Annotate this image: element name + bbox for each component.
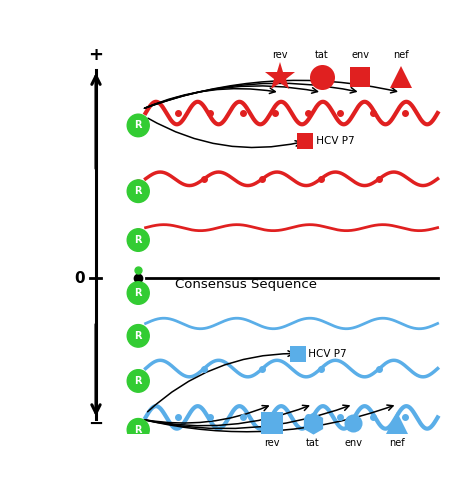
Text: rev: rev — [272, 50, 287, 61]
Text: R: R — [135, 425, 142, 435]
Text: 0: 0 — [74, 271, 85, 286]
Text: tat: tat — [315, 50, 329, 61]
Text: R: R — [135, 331, 142, 341]
Circle shape — [127, 180, 149, 203]
Circle shape — [127, 229, 149, 251]
Text: R: R — [135, 288, 142, 298]
Text: HCV P7: HCV P7 — [313, 136, 355, 146]
Text: env: env — [352, 50, 369, 61]
Circle shape — [127, 325, 149, 347]
Text: +: + — [89, 46, 103, 64]
Text: nef: nef — [390, 438, 405, 448]
Text: env: env — [344, 438, 362, 448]
Text: tat: tat — [306, 438, 319, 448]
Text: R: R — [135, 235, 142, 245]
Text: rev: rev — [264, 438, 280, 448]
Text: nef: nef — [393, 50, 409, 61]
Text: HCV P7: HCV P7 — [305, 348, 347, 359]
Circle shape — [127, 114, 149, 137]
Circle shape — [127, 419, 149, 441]
Text: R: R — [135, 376, 142, 386]
Text: R: R — [135, 121, 142, 130]
Circle shape — [127, 370, 149, 392]
Text: −: − — [89, 414, 103, 432]
Text: Consensus Sequence: Consensus Sequence — [175, 278, 317, 290]
Text: R: R — [135, 186, 142, 196]
Circle shape — [127, 282, 149, 305]
